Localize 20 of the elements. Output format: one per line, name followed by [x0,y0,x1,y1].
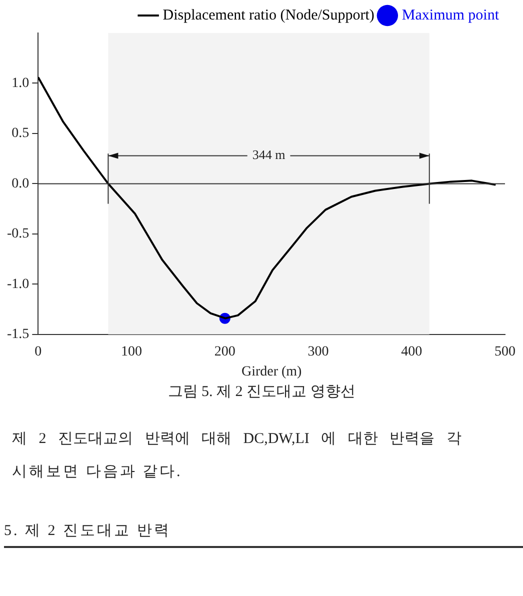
x-tick-label: 500 [494,344,516,360]
legend-label: Displacement ratio (Node/Support) [162,7,374,24]
x-tick-label: 100 [121,344,142,360]
text: 시해보면 다음과 같다. [12,463,184,481]
y-tick-label: 0.0 [12,176,30,192]
y-tick-label: -1.5 [6,327,30,342]
y-tick-label: -1.0 [6,276,30,292]
x-tick-label: 200 [214,344,236,360]
x-tick-label: 300 [308,344,329,360]
text: 그림 5. 제 2 진도대교 영향선 [166,383,356,401]
legend-label: Maximum point [402,7,500,24]
band-label: 344 m [252,147,286,162]
x-tick-label: 0 [34,344,42,360]
y-tick-label: -0.5 [6,226,30,242]
y-tick-label: 1.0 [12,76,30,91]
text: 5. 제 2 진도대교 반력 [4,521,523,548]
text: 제 2 진도대교의 반력에 대해 DC,DW,LI 에 대한 반력을 각 [12,430,462,448]
y-tick-label: 0.5 [12,126,30,142]
x-tick-label: 400 [401,344,422,360]
x-axis-title: Girder (m) [241,364,302,380]
